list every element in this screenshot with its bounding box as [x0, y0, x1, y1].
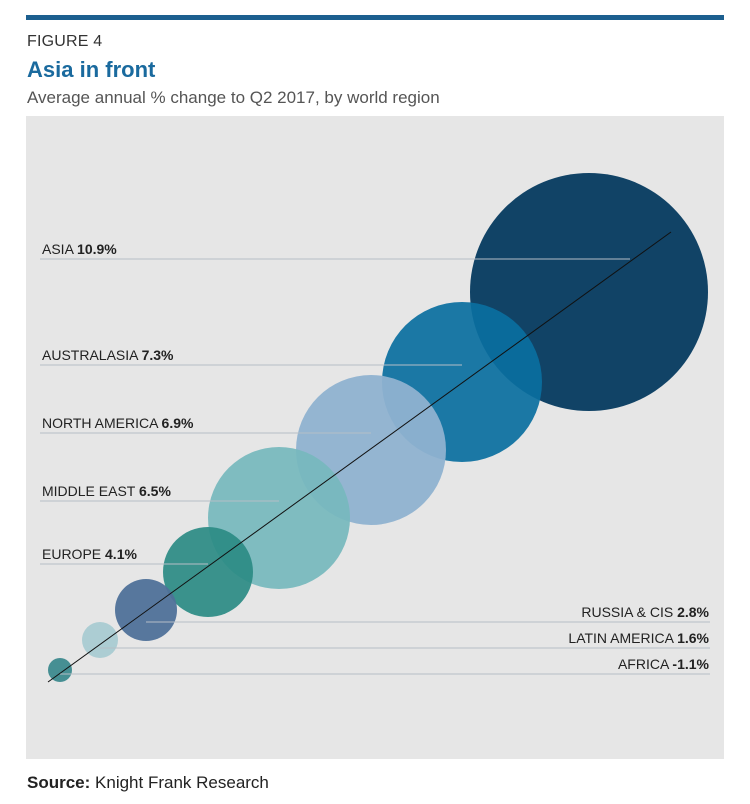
label-africa: AFRICA -1.1% — [618, 656, 710, 672]
region-name: ASIA — [42, 241, 77, 257]
bubble-europe — [163, 527, 253, 617]
region-value: 1.6% — [677, 630, 709, 646]
region-name: EUROPE — [42, 546, 105, 562]
region-value: 4.1% — [105, 546, 137, 562]
label-middle-east: MIDDLE EAST 6.5% — [42, 483, 171, 499]
label-europe: EUROPE 4.1% — [42, 546, 137, 562]
region-name: AUSTRALASIA — [42, 347, 142, 363]
region-value: -1.1% — [672, 656, 709, 672]
plot-area: ASIA 10.9% AUSTRALASIA 7.3% NORTH AMERICA … — [26, 116, 724, 759]
source-label: Source: — [27, 773, 91, 792]
figure-label: FIGURE 4 — [27, 33, 103, 50]
label-north-america: NORTH AMERICA 6.9% — [42, 415, 194, 431]
label-australasia: AUSTRALASIA 7.3% — [42, 347, 174, 363]
bubble-africa — [48, 658, 72, 682]
bubble-latin-america — [82, 622, 118, 658]
region-name: LATIN AMERICA — [568, 630, 677, 646]
region-value: 6.9% — [162, 415, 194, 431]
label-russia-and-cis: RUSSIA & CIS 2.8% — [581, 604, 709, 620]
region-value: 2.8% — [677, 604, 709, 620]
chart-title: Asia in front — [27, 57, 156, 82]
bubble-russia-and-cis — [115, 579, 177, 641]
trend-line — [47, 231, 672, 683]
label-asia: ASIA 10.9% — [42, 241, 117, 257]
source-note: Source: Knight Frank Research — [27, 773, 269, 793]
bubble-chart: ASIA 10.9% AUSTRALASIA 7.3% NORTH AMERICA … — [40, 173, 710, 683]
header-rule — [26, 15, 724, 20]
region-value: 10.9% — [77, 241, 117, 257]
label-latin-america: LATIN AMERICA 1.6% — [568, 630, 709, 646]
region-name: RUSSIA & CIS — [581, 604, 677, 620]
region-name: MIDDLE EAST — [42, 483, 139, 499]
region-name: AFRICA — [618, 656, 672, 672]
region-name: NORTH AMERICA — [42, 415, 162, 431]
source-text: Knight Frank Research — [95, 773, 269, 792]
region-value: 7.3% — [142, 347, 174, 363]
region-value: 6.5% — [139, 483, 171, 499]
chart-subtitle: Average annual % change to Q2 2017, by w… — [27, 88, 440, 107]
